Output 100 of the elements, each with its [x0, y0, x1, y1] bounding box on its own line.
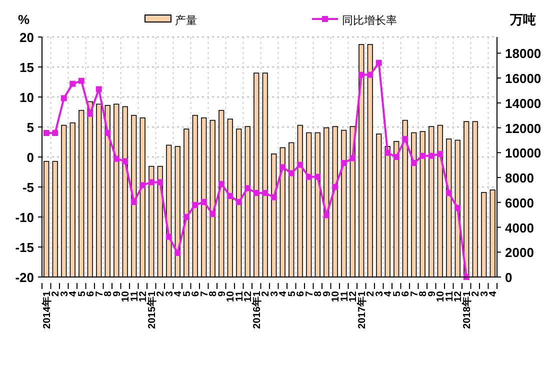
- point: [306, 174, 312, 180]
- x-tick-label: 6: [400, 290, 412, 297]
- x-tick-label: 10: [120, 290, 132, 302]
- x-tick-label: 8: [418, 290, 430, 297]
- point: [270, 194, 277, 200]
- x-tick-label: 10: [436, 290, 447, 302]
- point: [113, 156, 120, 162]
- point: [43, 130, 50, 136]
- y2-axis-title: 万吨: [509, 12, 536, 27]
- point: [70, 80, 76, 87]
- point: [183, 214, 190, 220]
- y-tick-label: -10: [15, 210, 34, 225]
- point: [174, 250, 181, 256]
- x-tick-label: 3: [479, 290, 490, 297]
- y-tick-label: 0: [26, 150, 34, 165]
- x-tick-label: 5: [182, 290, 193, 297]
- x-tick-label: 6: [190, 290, 202, 297]
- x-tick-label: 10: [226, 290, 237, 302]
- y-tick-label: -15: [15, 240, 34, 255]
- point: [218, 181, 224, 187]
- x-tick-label: 6: [86, 290, 97, 297]
- legend-label: 产量: [175, 14, 197, 27]
- x-tick-label: 11: [234, 290, 246, 302]
- x-tick-label: 2014年1: [40, 290, 53, 329]
- point: [323, 212, 330, 218]
- x-tick-label: 9: [426, 290, 438, 297]
- x-tick-label: 9: [112, 290, 123, 297]
- x-tick-label: 8: [313, 290, 324, 297]
- x-tick-label: 2: [470, 290, 482, 297]
- point: [140, 182, 146, 188]
- x-tick-label: 2: [260, 290, 272, 297]
- x-tick-label: 7: [409, 290, 420, 297]
- point: [376, 60, 382, 66]
- y-tick-label: -20: [15, 270, 34, 285]
- legend-label: 同比增长率: [342, 14, 397, 27]
- y2-tick-label: 10000: [505, 146, 542, 161]
- y2-tick-label: 14000: [505, 96, 542, 111]
- point: [148, 179, 154, 186]
- y2-tick-label: 6000: [505, 195, 534, 210]
- x-tick-label: 5: [392, 290, 403, 297]
- x-tick-label: 5: [76, 290, 88, 297]
- point: [192, 202, 198, 208]
- y-tick-label: 5: [26, 120, 34, 135]
- y2-tick-label: 8000: [505, 170, 534, 186]
- point: [280, 164, 286, 170]
- x-tick-label: 7: [304, 290, 316, 297]
- x-tick-label: 4: [488, 290, 500, 297]
- x-tick-label: 8: [208, 290, 220, 297]
- x-tick-label: 9: [322, 290, 333, 297]
- y-tick-label: 20: [20, 30, 34, 45]
- x-tick-label: 4: [383, 290, 394, 297]
- point: [428, 152, 434, 159]
- point: [244, 185, 251, 192]
- point: [402, 136, 408, 142]
- point: [437, 151, 444, 157]
- x-tick-label: 7: [199, 290, 210, 297]
- x-tick-label: 9: [216, 290, 228, 297]
- point: [104, 130, 111, 136]
- x-tick-label: 6: [296, 290, 307, 297]
- x-tick-label: 11: [339, 290, 350, 302]
- x-tick-label: 7: [94, 290, 106, 297]
- x-tick-label: 10: [330, 290, 342, 302]
- point: [446, 190, 452, 196]
- x-tick-label: 3: [269, 290, 280, 297]
- x-tick-label: 3: [164, 290, 176, 297]
- point: [340, 160, 347, 166]
- y2-tick-label: 16000: [505, 71, 542, 86]
- x-tick-label: 2: [366, 290, 377, 297]
- point: [210, 211, 216, 217]
- x-tick-label: 4: [68, 290, 80, 297]
- x-tick-label: 8: [103, 290, 114, 297]
- point: [350, 155, 356, 162]
- point: [236, 199, 242, 205]
- point: [87, 110, 94, 117]
- point: [314, 174, 321, 180]
- x-tick-label: 4: [278, 290, 290, 297]
- y-tick-label: 15: [20, 60, 34, 75]
- point: [367, 72, 374, 78]
- y-axis-title: %: [18, 12, 30, 27]
- point: [52, 130, 58, 136]
- point: [78, 78, 84, 84]
- point: [288, 170, 294, 176]
- point: [227, 193, 234, 199]
- point: [410, 160, 417, 166]
- point: [122, 158, 128, 164]
- point: [157, 179, 164, 186]
- y2-tick-label: 12000: [505, 120, 542, 136]
- x-tick-label: 2: [50, 290, 62, 297]
- x-tick-label: 11: [444, 290, 456, 302]
- point: [454, 205, 461, 211]
- x-tick-label: 5: [286, 290, 298, 297]
- y2-tick-label: 18000: [505, 46, 542, 62]
- point: [297, 162, 304, 168]
- y2-tick-label: 2000: [505, 245, 534, 260]
- y-tick-label: -5: [22, 180, 34, 195]
- point: [200, 199, 207, 205]
- point: [393, 154, 400, 160]
- point: [130, 199, 137, 205]
- point: [253, 190, 260, 196]
- point: [96, 86, 102, 92]
